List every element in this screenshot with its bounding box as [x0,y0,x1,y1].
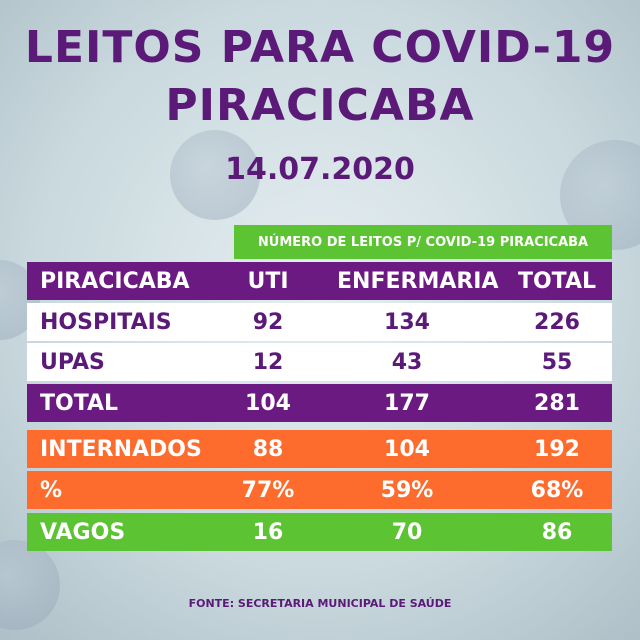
header-cell: UTI [247,268,289,294]
table-header-row: PIRACICABA UTI ENFERMARIA TOTAL [27,262,612,300]
cell: 59% [380,477,434,503]
row-label: VAGOS [40,519,126,545]
cell: 104 [245,390,291,416]
cell: 16 [252,519,284,545]
cell: 192 [534,436,580,462]
cell: 92 [252,309,284,335]
table-row: VAGOS 16 70 86 [27,513,612,551]
cell: 86 [541,519,573,545]
table-banner: NÚMERO DE LEITOS P/ COVID-19 PIRACICABA [234,225,612,259]
virus-decoration [170,130,260,220]
cell: 88 [252,436,284,462]
header-cell: ENFERMARIA [337,268,499,294]
cell: 281 [534,390,580,416]
header-cell: TOTAL [517,268,597,294]
row-label: HOSPITAIS [40,309,172,335]
cell: 55 [541,349,573,375]
row-label: INTERNADOS [40,436,202,462]
date: 14.07.2020 [225,152,415,187]
table-row: % 77% 59% 68% [27,471,612,509]
cell: 70 [391,519,423,545]
cell: 68% [530,477,584,503]
row-label: UPAS [40,349,105,375]
cell: 104 [384,436,430,462]
title-line-1: LEITOS PARA COVID-19 [24,22,616,73]
row-label: % [40,477,63,503]
cell: 134 [384,309,430,335]
header-cell: PIRACICABA [40,268,190,294]
cell: 43 [391,349,423,375]
source-footer: FONTE: SECRETARIA MUNICIPAL DE SAÚDE [188,597,452,610]
row-label: TOTAL [40,390,119,416]
table-row: HOSPITAIS 92 134 226 [27,303,612,341]
table-row: TOTAL 104 177 281 [27,384,612,422]
cell: 77% [241,477,295,503]
virus-decoration [0,540,60,630]
cell: 177 [384,390,430,416]
table-row: INTERNADOS 88 104 192 [27,430,612,468]
cell: 226 [534,309,580,335]
title-line-2: PIRACICABA [165,80,475,131]
table-row: UPAS 12 43 55 [27,343,612,381]
cell: 12 [252,349,284,375]
